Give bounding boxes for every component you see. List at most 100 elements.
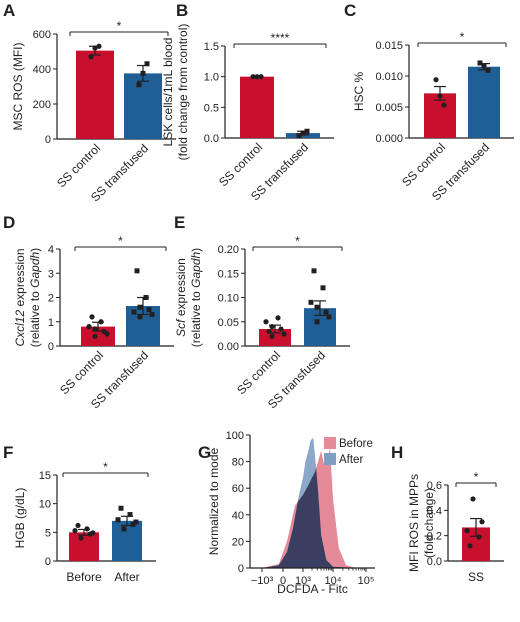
data-point — [258, 74, 264, 80]
significance-marker: * — [118, 234, 123, 248]
data-point — [134, 268, 140, 274]
significance-marker: **** — [271, 31, 290, 45]
data-point — [78, 535, 84, 541]
data-point — [278, 326, 284, 332]
y-tick-label: 0.00 — [218, 341, 239, 353]
panel-label-g: G — [198, 443, 211, 462]
data-point — [137, 304, 143, 310]
data-point — [137, 314, 143, 320]
data-point — [254, 74, 260, 80]
data-point — [433, 77, 439, 83]
data-point — [441, 102, 447, 108]
data-point — [130, 521, 136, 527]
bar-before — [69, 532, 99, 561]
panel-label-f: F — [3, 443, 13, 462]
data-point — [131, 309, 137, 315]
bar-ss-transfused — [124, 73, 162, 139]
y-tick-label: 0.5 — [204, 102, 219, 114]
data-point — [467, 543, 473, 549]
y-tick-label: 0 — [48, 341, 54, 353]
y-tick-label: 3 — [48, 268, 54, 280]
data-point — [266, 328, 272, 335]
x-tick-label: 10³ — [295, 575, 311, 587]
x-tick-label: 10⁴ — [325, 575, 342, 587]
data-point — [323, 309, 329, 315]
x-tick-label: 10⁵ — [358, 575, 375, 587]
y-tick-label: 600 — [33, 29, 51, 41]
bar-ss-control — [76, 50, 114, 139]
y-axis-label: (fold change from control) — [176, 24, 190, 161]
data-point — [263, 319, 269, 325]
data-point — [89, 314, 95, 320]
data-point — [269, 333, 275, 339]
y-tick-label: 10 — [39, 499, 51, 511]
data-point — [250, 74, 256, 80]
bar-ss-transfused — [468, 66, 500, 138]
y-axis-label: MFI ROS in MPPs — [407, 474, 421, 572]
y-tick-label: 0 — [45, 556, 51, 568]
significance-marker: * — [117, 19, 122, 33]
y-axis-label: MSC ROS (MFI) — [11, 43, 25, 131]
data-point — [143, 295, 149, 300]
category-label: SS — [468, 570, 484, 584]
y-tick-label: 0.4 — [427, 505, 442, 517]
significance-marker: * — [460, 30, 465, 44]
data-point — [308, 299, 314, 305]
data-point — [115, 517, 121, 523]
category-label: After — [114, 570, 139, 584]
panel-h: H 0.0 0.2 0.4 0.6 SS * — [391, 443, 504, 584]
data-point — [479, 519, 485, 525]
data-point — [90, 530, 96, 536]
y-tick-label: 0.000 — [375, 133, 403, 145]
panel-label-c: C — [344, 1, 356, 20]
data-point — [104, 331, 110, 337]
data-point — [300, 130, 306, 136]
y-tick-label: 15 — [39, 470, 51, 482]
y-tick-label: 0 — [45, 134, 51, 146]
y-tick-label: 5 — [45, 527, 51, 539]
y-tick-label: 1.5 — [204, 41, 219, 53]
data-point — [127, 512, 133, 518]
category-label: SS control — [54, 141, 103, 190]
y-tick-label: 4 — [48, 244, 54, 256]
legend-label-before: Before — [339, 438, 373, 450]
y-tick-label: 0.0 — [204, 133, 219, 145]
y-axis-label: LSK cells/1mL blood — [161, 38, 175, 147]
y-tick-label: 0.010 — [375, 71, 403, 83]
significance-marker: * — [103, 460, 108, 474]
y-axis-label: (fold change) — [422, 488, 436, 558]
y-tick-label: 0.6 — [427, 480, 442, 492]
data-point — [149, 311, 155, 317]
data-point — [477, 60, 483, 66]
y-tick-label: 0.20 — [218, 244, 239, 256]
panel-g: G 0 20 40 60 80 100 −10³ 0 10³ 10⁴ 10⁵ DCFDA - Fitc N… — [198, 430, 375, 596]
data-point — [136, 82, 142, 88]
data-point — [92, 326, 98, 332]
data-point — [84, 526, 90, 532]
data-point — [485, 67, 491, 73]
data-point — [118, 505, 124, 511]
data-point — [476, 534, 482, 540]
data-point — [275, 315, 281, 321]
bar-ss-control — [240, 76, 274, 138]
category-label: SS control — [216, 140, 265, 189]
panel-label-d: D — [3, 213, 15, 232]
x-tick-label: 0 — [280, 575, 286, 587]
data-point — [326, 314, 332, 320]
y-tick-label: 0.15 — [218, 268, 239, 280]
data-point — [133, 519, 139, 525]
y-tick-label: 0.0 — [427, 556, 442, 568]
category-label: Before — [66, 570, 102, 584]
y-tick-label: 0.05 — [218, 317, 239, 329]
data-point — [86, 324, 92, 330]
y-tick-label: 40 — [232, 510, 244, 522]
y-tick-label: 20 — [232, 536, 244, 548]
data-point — [88, 54, 94, 60]
y-tick-label: 0.10 — [218, 293, 239, 305]
x-axis-label: DCFDA - Fitc — [277, 582, 348, 596]
y-axis-label: (relative to Gapdh) — [28, 248, 42, 347]
y-axis-label: Normalized to mode — [207, 447, 221, 555]
